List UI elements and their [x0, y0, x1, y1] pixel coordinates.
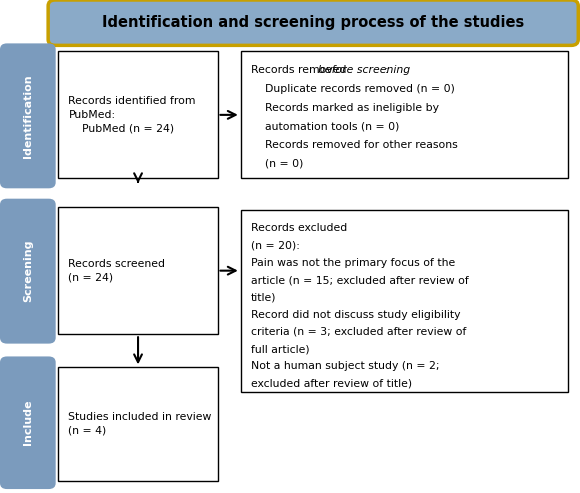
Text: (n = 0): (n = 0): [251, 159, 303, 169]
Text: Records removed for other reasons: Records removed for other reasons: [251, 140, 458, 150]
FancyBboxPatch shape: [241, 51, 568, 178]
Text: Records marked as ineligible by: Records marked as ineligible by: [251, 103, 439, 112]
Text: Duplicate records removed (n = 0): Duplicate records removed (n = 0): [251, 84, 455, 94]
Text: (n = 20):: (n = 20):: [251, 241, 300, 250]
Text: criteria (n = 3; excluded after review of: criteria (n = 3; excluded after review o…: [251, 327, 466, 337]
FancyBboxPatch shape: [58, 51, 218, 178]
Text: Studies included in review
(n = 4): Studies included in review (n = 4): [68, 412, 212, 436]
Text: before screening: before screening: [318, 65, 410, 75]
Text: Not a human subject study (n = 2;: Not a human subject study (n = 2;: [251, 361, 440, 371]
Text: Records identified from
PubMed:
    PubMed (n = 24): Records identified from PubMed: PubMed (…: [68, 96, 196, 134]
Text: :: :: [385, 65, 389, 75]
FancyBboxPatch shape: [0, 356, 56, 489]
Text: Include: Include: [23, 400, 33, 446]
Text: Record did not discuss study eligibility: Record did not discuss study eligibility: [251, 310, 461, 319]
Text: Records excluded: Records excluded: [251, 223, 347, 233]
Text: Records screened
(n = 24): Records screened (n = 24): [68, 259, 165, 282]
FancyBboxPatch shape: [58, 207, 218, 334]
FancyBboxPatch shape: [241, 210, 568, 392]
Text: Records removed: Records removed: [251, 65, 350, 75]
Text: excluded after review of title): excluded after review of title): [251, 379, 412, 388]
FancyBboxPatch shape: [0, 43, 56, 188]
Text: automation tools (n = 0): automation tools (n = 0): [251, 121, 400, 131]
Text: article (n = 15; excluded after review of: article (n = 15; excluded after review o…: [251, 275, 469, 285]
Text: Identification and screening process of the studies: Identification and screening process of …: [102, 15, 524, 30]
Text: Pain was not the primary focus of the: Pain was not the primary focus of the: [251, 258, 455, 268]
FancyBboxPatch shape: [48, 0, 578, 45]
Text: title): title): [251, 292, 277, 302]
Text: full article): full article): [251, 344, 310, 354]
FancyBboxPatch shape: [0, 199, 56, 344]
Text: Screening: Screening: [23, 240, 33, 302]
Text: Identification: Identification: [23, 74, 33, 158]
FancyBboxPatch shape: [58, 367, 218, 481]
